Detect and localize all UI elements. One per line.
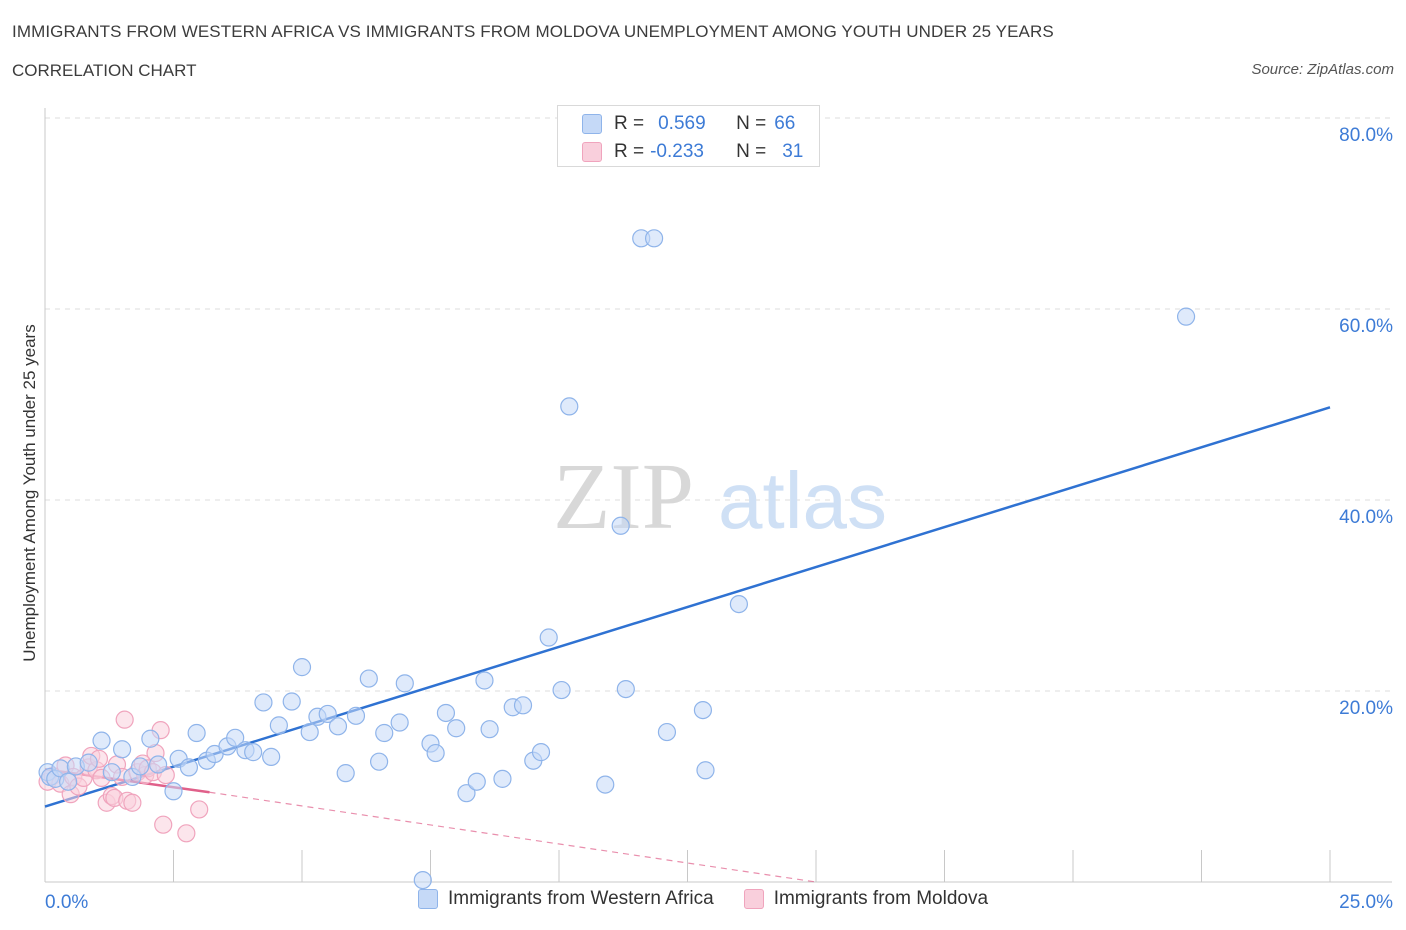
western-africa-point [467, 772, 486, 791]
western-africa-point [426, 743, 445, 763]
western-africa-point [148, 755, 168, 774]
r-label: R = [614, 141, 645, 162]
y-tick-label: 40.0% [1339, 507, 1393, 528]
western-africa-point [475, 671, 494, 690]
western-africa-point [480, 720, 499, 739]
n-value-pink: 31 [782, 141, 804, 162]
western-africa-point [282, 692, 301, 711]
moldova-point [154, 815, 173, 834]
western-africa-point [552, 680, 571, 700]
western-africa-point [262, 747, 281, 766]
western-africa-point [359, 669, 378, 688]
western-africa-point [616, 679, 635, 699]
western-africa-point [696, 761, 715, 780]
western-africa-point [611, 516, 630, 535]
western-africa-point [164, 782, 183, 801]
western-africa-point [375, 723, 394, 743]
western-africa-point [269, 716, 288, 735]
western-africa-point [395, 674, 414, 693]
western-africa-point [657, 722, 677, 742]
western-africa-point [346, 706, 366, 725]
western-africa-point [596, 775, 615, 794]
y-tick-label: 80.0% [1339, 125, 1393, 146]
western-africa-point [447, 719, 466, 738]
r-value-pink: -0.233 [650, 141, 704, 162]
watermark: ZIP atlas [553, 445, 887, 549]
western-africa-point [370, 752, 389, 771]
axes [44, 108, 1392, 883]
n-label: N = [736, 113, 767, 134]
western-africa-point [1176, 307, 1196, 326]
western-africa-point [644, 229, 664, 248]
western-africa-point [179, 758, 199, 777]
stats-row-western-africa: R = 0.569 N = 66 [582, 111, 795, 137]
y-tick-label: 60.0% [1339, 316, 1393, 337]
western-africa-point [336, 764, 355, 783]
western-africa-point [226, 728, 245, 747]
western-africa-point [693, 700, 713, 720]
western-africa-point [729, 594, 749, 614]
x-tick-label: 25.0% [1339, 892, 1393, 913]
r-value-blue: 0.569 [658, 113, 706, 134]
western-africa-point [141, 729, 160, 748]
western-africa-points [38, 229, 1196, 890]
legend-swatch-pink [743, 889, 764, 909]
western-africa-point [187, 723, 206, 743]
western-africa-point [130, 757, 150, 776]
moldova-point [123, 793, 142, 812]
chart-subtitle: CORRELATION CHART [12, 61, 197, 80]
western-africa-point [436, 703, 456, 723]
western-africa-point [539, 628, 558, 647]
correlation-stats-box: R = 0.569 N = 66 R = -0.233 N = 31 [557, 105, 820, 167]
western-africa-point [493, 769, 512, 788]
western-africa-point [59, 772, 78, 791]
moldova-point [177, 824, 196, 843]
r-label: R = [614, 113, 645, 134]
western-africa-point [328, 717, 348, 736]
x-tick-label: 0.0% [45, 892, 88, 913]
chart-legend: Immigrants from Western Africa Immigrant… [0, 888, 1406, 910]
legend-swatch-blue [417, 889, 438, 909]
y-tick-labels: 20.0% 40.0% 60.0% 80.0% [1339, 125, 1393, 719]
western-africa-point [79, 753, 98, 772]
legend-label-moldova: Immigrants from Moldova [773, 888, 989, 909]
moldova-point [190, 800, 209, 819]
watermark-atlas: atlas [718, 456, 887, 545]
blue-swatch [582, 114, 602, 134]
y-tick-label: 20.0% [1339, 698, 1393, 719]
legend-item-moldova[interactable]: Immigrants from Moldova [743, 888, 989, 910]
western-africa-point [300, 722, 319, 742]
western-africa-point [560, 397, 579, 416]
n-value-blue: 66 [774, 113, 796, 134]
western-africa-point [413, 870, 432, 890]
western-africa-point [112, 740, 132, 759]
pink-swatch [582, 142, 602, 162]
western-africa-point [102, 763, 121, 782]
legend-label-western-africa: Immigrants from Western Africa [447, 888, 714, 909]
grid-lines [45, 117, 1392, 692]
western-africa-trend-line [44, 406, 1331, 808]
y-axis-label: Unemployment Among Youth under 25 years [20, 324, 39, 661]
western-africa-point [318, 704, 337, 724]
western-africa-point [390, 713, 409, 732]
western-africa-point [254, 693, 273, 712]
chart-title: IMMIGRANTS FROM WESTERN AFRICA VS IMMIGR… [12, 22, 1054, 41]
n-label: N = [736, 141, 767, 162]
western-africa-point [457, 784, 476, 803]
western-africa-point [513, 696, 533, 715]
western-africa-point [92, 731, 111, 750]
source-credit: Source: ZipAtlas.com [1251, 61, 1394, 78]
x-tick-labels: 0.0% 25.0% [45, 892, 1393, 913]
moldova-point [115, 710, 134, 729]
legend-item-western-africa[interactable]: Immigrants from Western Africa [417, 888, 714, 910]
western-africa-point [531, 743, 551, 762]
stats-row-moldova: R = -0.233 N = 31 [582, 139, 803, 165]
moldova-trend-extension [209, 791, 817, 883]
western-africa-point [244, 743, 263, 762]
western-africa-point [292, 658, 312, 677]
